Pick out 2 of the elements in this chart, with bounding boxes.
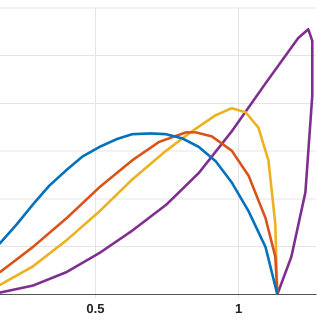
x-tick-label: 1 — [235, 300, 242, 316]
x-tick-label: 0.5 — [86, 300, 104, 316]
